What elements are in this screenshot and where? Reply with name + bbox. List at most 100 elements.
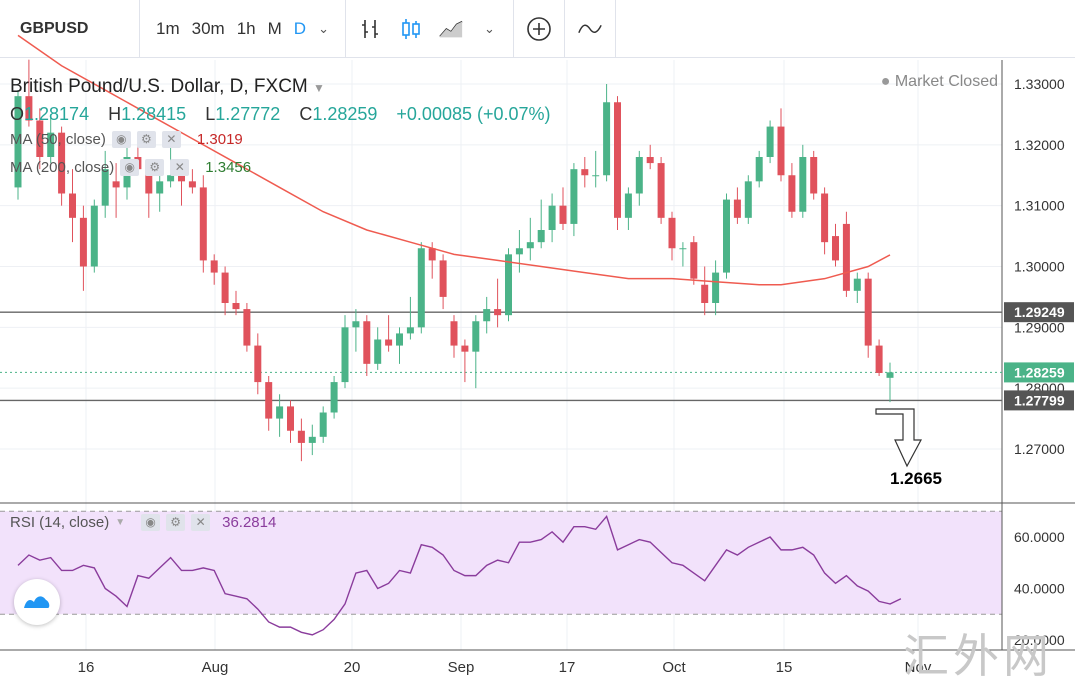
symbol-label: GBPUSD — [20, 19, 89, 37]
candle-body — [559, 205, 567, 224]
gear-icon[interactable]: ⚙ — [145, 159, 165, 176]
title-dropdown-icon[interactable]: ▼ — [313, 81, 325, 95]
candle-body — [341, 327, 349, 383]
candle-body — [864, 278, 872, 346]
interval-day[interactable]: D — [293, 18, 307, 38]
interval-1m[interactable]: 1m — [156, 18, 180, 38]
candle-body — [167, 175, 175, 182]
candle-body — [842, 223, 850, 291]
close-label: C — [299, 104, 313, 124]
tradingview-logo-icon[interactable] — [14, 579, 60, 625]
rsi-legend[interactable]: RSI (14, close) ▼ ◉ ⚙ ✕ 36.2814 — [10, 514, 276, 531]
interval-dropdown-icon[interactable]: ⌄ — [318, 20, 329, 36]
candle-body — [624, 193, 632, 218]
candle-body — [799, 157, 807, 212]
candle-body — [690, 242, 698, 279]
candle-body — [788, 175, 796, 212]
ma50-legend[interactable]: MA (50, close) ◉ ⚙ ✕ 1.3019 — [10, 131, 243, 148]
rsi-dropdown-icon[interactable]: ▼ — [115, 517, 126, 528]
ma50-line — [17, 34, 891, 286]
compare-group — [514, 0, 565, 58]
candle-body — [374, 339, 382, 364]
market-status: ● Market Closed — [881, 73, 998, 91]
top-toolbar: GBPUSD 1m 30m 1h M D ⌄ ⌄ — [0, 0, 1075, 58]
gear-icon[interactable]: ⚙ — [136, 131, 156, 148]
candle-body — [243, 309, 251, 346]
candle-body — [875, 345, 883, 373]
close-value: 1.28259 — [312, 104, 378, 124]
rsi-tick-label: 40.0000 — [1014, 581, 1065, 597]
candle-body — [25, 96, 33, 121]
status-dot-icon: ● — [880, 73, 891, 90]
area-chart-icon[interactable] — [438, 16, 464, 42]
change-value: +0.00085 (+0.07%) — [396, 104, 551, 124]
close-icon[interactable]: ✕ — [191, 514, 211, 531]
add-compare-icon[interactable] — [526, 16, 552, 42]
rsi-value: 36.2814 — [222, 514, 277, 531]
candle-body — [472, 321, 480, 352]
interval-group: 1m 30m 1h M D ⌄ — [140, 0, 346, 58]
candle-body — [712, 272, 720, 303]
candle-body — [548, 205, 556, 230]
candle-body — [210, 260, 218, 273]
price-tick-label: 1.31000 — [1014, 198, 1065, 214]
price-tick-label: 1.30000 — [1014, 259, 1065, 275]
candle-body — [744, 181, 752, 218]
candle-body — [385, 339, 393, 346]
time-tick-label: Nov — [905, 659, 932, 676]
candle-body — [733, 199, 741, 218]
eye-icon[interactable]: ◉ — [141, 514, 161, 531]
eye-icon[interactable]: ◉ — [120, 159, 140, 176]
close-icon[interactable]: ✕ — [161, 131, 181, 148]
candle-body — [308, 436, 316, 443]
horizontal-levels — [0, 311, 1002, 402]
candle-body — [406, 327, 414, 334]
candle-body — [112, 181, 120, 188]
candle-body — [265, 382, 273, 419]
interval-1h[interactable]: 1h — [236, 18, 256, 38]
ma200-value: 1.3456 — [205, 159, 252, 176]
price-tick-label: 1.33000 — [1014, 76, 1065, 92]
candle-body — [276, 406, 284, 419]
close-icon[interactable]: ✕ — [170, 159, 190, 176]
indicators-icon[interactable] — [577, 16, 603, 42]
candle-body — [570, 169, 578, 224]
candle-body — [232, 303, 240, 310]
time-tick-label: 20 — [344, 659, 361, 676]
candle-body — [657, 163, 665, 218]
time-tick-label: 15 — [776, 659, 793, 676]
candles-chart-icon[interactable] — [398, 16, 424, 42]
candle-body — [755, 157, 763, 182]
candle-body — [821, 193, 829, 243]
chart-type-group: ⌄ — [346, 0, 514, 58]
rsi-tick-label: 60.0000 — [1014, 529, 1065, 545]
candle-body — [47, 132, 55, 157]
interval-month[interactable]: M — [267, 18, 282, 38]
high-label: H — [108, 104, 122, 124]
gear-icon[interactable]: ⚙ — [166, 514, 186, 531]
candle-body — [635, 157, 643, 194]
indicators-group — [565, 0, 616, 58]
price-tag-label: 1.28259 — [1014, 364, 1065, 380]
candle-body — [483, 309, 491, 322]
price-tick-label: 1.32000 — [1014, 137, 1065, 153]
axes: 1.330001.320001.310001.300001.290001.280… — [78, 76, 1074, 676]
symbol-search[interactable]: GBPUSD — [0, 0, 140, 58]
time-tick-label: Aug — [202, 659, 229, 676]
chart-type-dropdown-icon[interactable]: ⌄ — [483, 20, 495, 36]
candle-body — [723, 199, 730, 273]
time-tick-label: 17 — [559, 659, 576, 676]
ma200-legend[interactable]: MA (200, close) ◉ ⚙ ✕ 1.3456 — [10, 159, 251, 176]
bars-chart-icon[interactable] — [358, 16, 384, 42]
chart-title[interactable]: British Pound/U.S. Dollar, D, FXCM ▼ — [10, 76, 325, 98]
candle-body — [515, 248, 523, 255]
interval-30m[interactable]: 30m — [191, 18, 225, 38]
price-tag-label: 1.27799 — [1014, 392, 1065, 408]
candle-body — [832, 236, 839, 261]
target-arrow — [875, 408, 923, 468]
target-label: 1.2665 — [890, 469, 942, 488]
eye-icon[interactable]: ◉ — [111, 131, 131, 148]
candle-body — [352, 321, 360, 328]
candle-body — [14, 96, 22, 188]
